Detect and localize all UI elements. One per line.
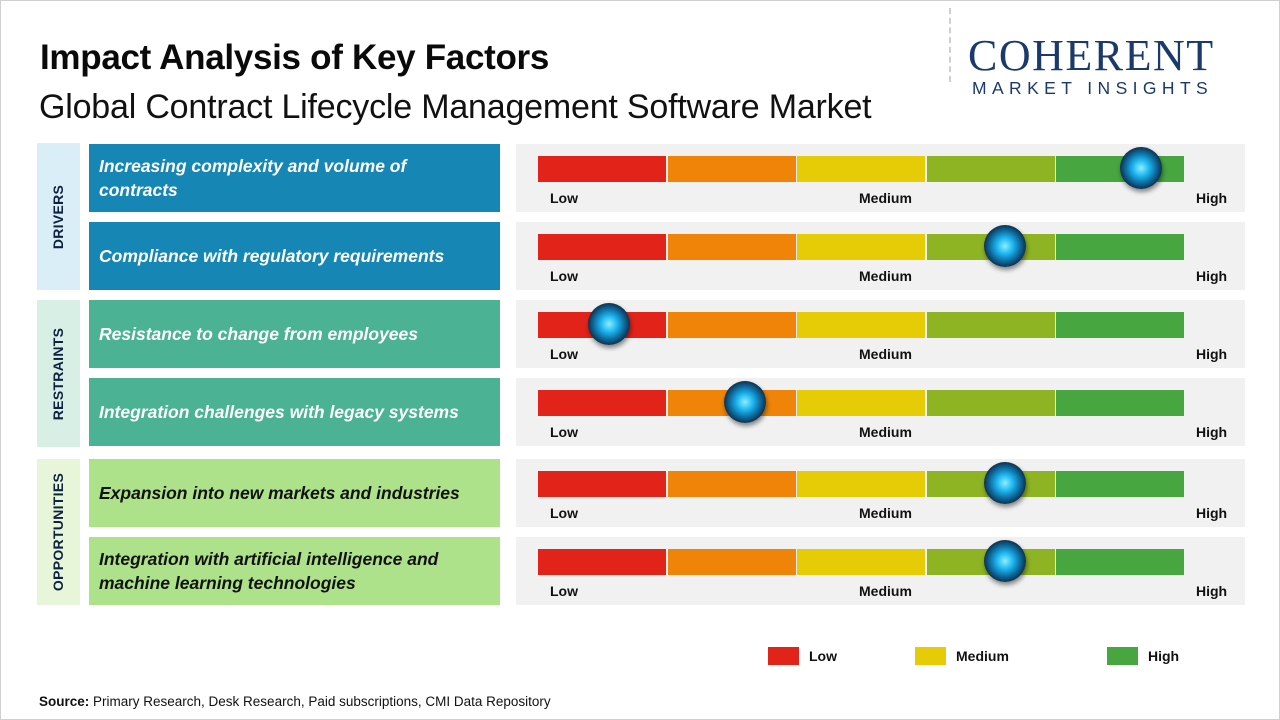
scale-label-low: Low — [550, 583, 578, 599]
meter-segment — [538, 390, 667, 416]
impact-marker — [983, 462, 1026, 504]
legend-swatch — [915, 647, 946, 665]
meter-segment — [797, 471, 926, 497]
scale-label-high: High — [1196, 583, 1228, 599]
scale-label-medium: Medium — [859, 583, 912, 599]
source-note: Source: Primary Research, Desk Research,… — [39, 694, 551, 709]
group-label-text: DRIVERS — [50, 184, 67, 249]
impact-meter: Low Medium High — [516, 144, 1245, 212]
meter-segment — [538, 156, 667, 182]
group-label-restraints: RESTRAINTS — [37, 300, 80, 447]
legend-item-high: High — [1107, 646, 1179, 666]
legend-swatch — [768, 647, 799, 665]
meter-segment — [797, 156, 926, 182]
impact-meter: Low Medium High — [516, 222, 1245, 290]
meter-segment — [797, 549, 926, 575]
impact-marker — [983, 225, 1026, 267]
impact-marker — [1119, 147, 1162, 189]
meter-segment — [667, 549, 796, 575]
scale-label-low: Low — [550, 190, 578, 206]
meter-segment — [926, 390, 1055, 416]
impact-marker — [588, 303, 631, 345]
meter-segment — [667, 471, 796, 497]
legend-label: High — [1148, 648, 1180, 664]
page-title: Impact Analysis of Key Factors — [40, 38, 550, 77]
impact-meter: Low Medium High — [516, 459, 1245, 527]
logo-divider — [949, 8, 951, 82]
meter-segment — [1056, 471, 1185, 497]
meter-segment — [1056, 234, 1185, 260]
group-label-text: OPPORTUNITIES — [50, 472, 67, 592]
impact-marker — [724, 381, 767, 423]
factor-label: Compliance with regulatory requirements — [89, 222, 500, 290]
source-text: Primary Research, Desk Research, Paid su… — [89, 694, 551, 709]
scale-label-low: Low — [550, 505, 578, 521]
legend-item-low: Low — [768, 646, 837, 666]
scale-label-low: Low — [550, 346, 578, 362]
meter-segment — [797, 390, 926, 416]
scale-label-high: High — [1196, 424, 1228, 440]
meter-segment — [538, 234, 667, 260]
meter-segment — [1056, 390, 1185, 416]
impact-meter: Low Medium High — [516, 378, 1245, 446]
brand-logo: COHERENT — [968, 31, 1215, 80]
factor-label: Expansion into new markets and industrie… — [89, 459, 500, 527]
scale-label-high: High — [1196, 268, 1228, 284]
scale-label-medium: Medium — [859, 346, 912, 362]
meter-segment — [538, 549, 667, 575]
meter-segment — [667, 234, 796, 260]
source-label: Source: — [39, 694, 90, 709]
group-label-text: RESTRAINTS — [50, 327, 67, 420]
meter-segment — [667, 312, 796, 338]
meter-segment — [1056, 549, 1185, 575]
meter-segment — [797, 312, 926, 338]
legend-item-medium: Medium — [915, 646, 1009, 666]
meter-segment — [538, 471, 667, 497]
legend-label: Low — [809, 648, 837, 664]
scale-label-high: High — [1196, 346, 1228, 362]
scale-label-high: High — [1196, 505, 1228, 521]
group-label-drivers: DRIVERS — [37, 143, 80, 290]
impact-marker — [983, 540, 1026, 582]
legend-label: Medium — [956, 648, 1009, 664]
impact-meter: Low Medium High — [516, 300, 1245, 368]
page-subtitle: Global Contract Lifecycle Management Sof… — [39, 88, 872, 126]
scale-label-high: High — [1196, 190, 1228, 206]
legend-swatch — [1107, 647, 1138, 665]
factor-label: Resistance to change from employees — [89, 300, 500, 368]
scale-label-medium: Medium — [859, 424, 912, 440]
meter-segment — [926, 156, 1055, 182]
factor-label: Integration with artificial intelligence… — [89, 537, 500, 605]
scale-label-low: Low — [550, 424, 578, 440]
scale-label-low: Low — [550, 268, 578, 284]
factor-label: Increasing complexity and volume of cont… — [89, 144, 500, 212]
brand-tagline: MARKET INSIGHTS — [972, 78, 1214, 98]
meter-segment — [667, 156, 796, 182]
scale-label-medium: Medium — [859, 505, 912, 521]
scale-label-medium: Medium — [859, 190, 912, 206]
impact-meter: Low Medium High — [516, 537, 1245, 605]
group-label-opportunities: OPPORTUNITIES — [37, 459, 80, 605]
meter-segment — [797, 234, 926, 260]
meter-segment — [926, 312, 1055, 338]
meter-segment — [1056, 312, 1185, 338]
scale-label-medium: Medium — [859, 268, 912, 284]
factor-label: Integration challenges with legacy syste… — [89, 378, 500, 446]
